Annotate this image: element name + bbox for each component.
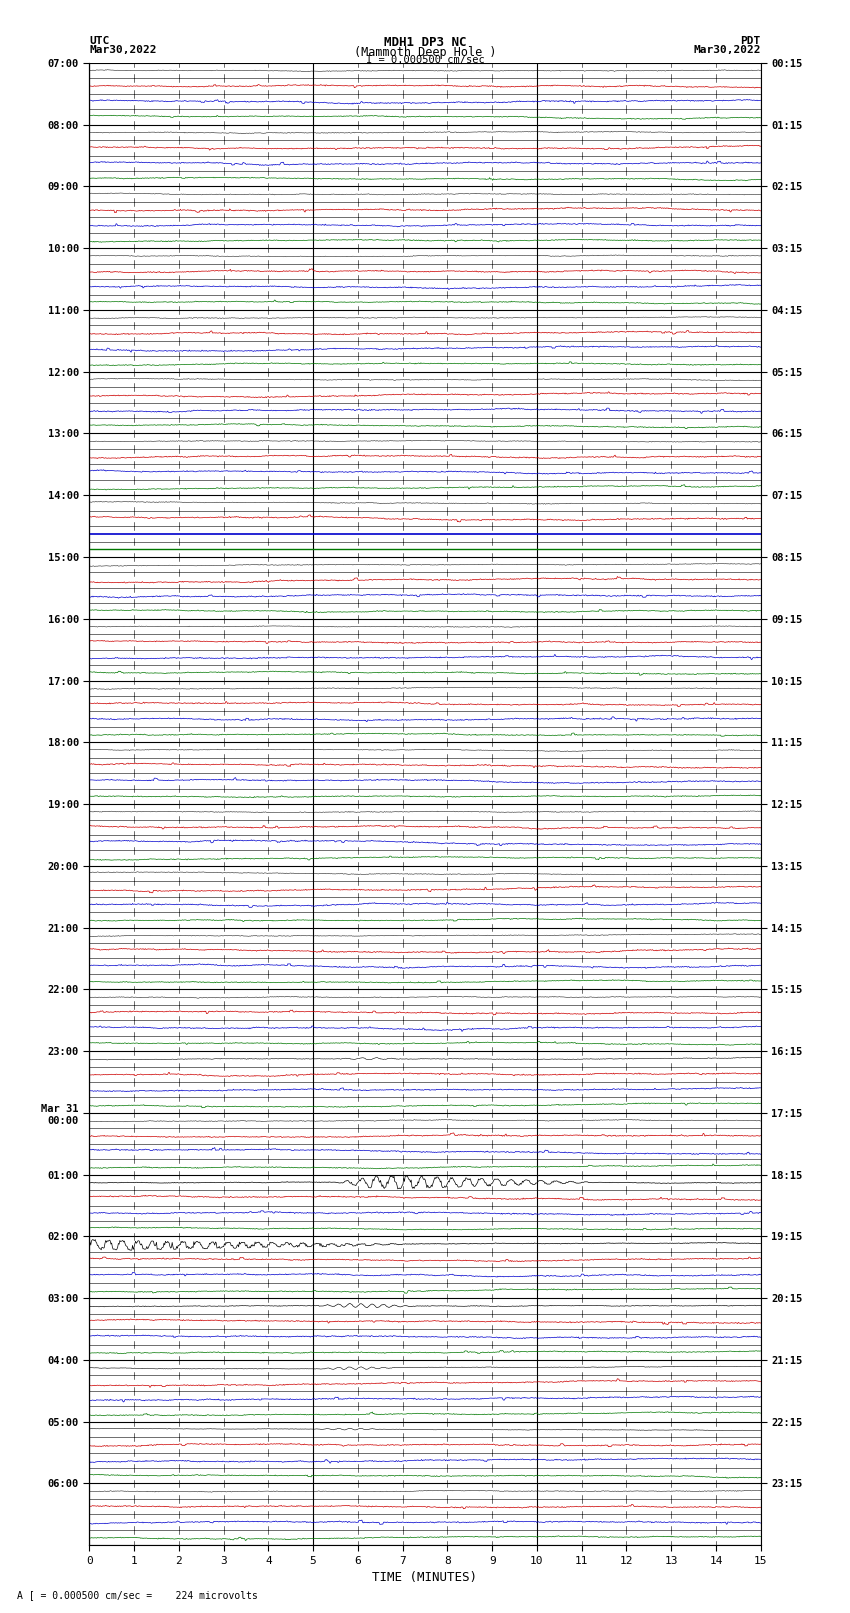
Text: Mar30,2022: Mar30,2022 xyxy=(89,45,156,55)
Text: A [ = 0.000500 cm/sec =    224 microvolts: A [ = 0.000500 cm/sec = 224 microvolts xyxy=(17,1590,258,1600)
Text: UTC: UTC xyxy=(89,37,110,47)
Text: Mar30,2022: Mar30,2022 xyxy=(694,45,761,55)
X-axis label: TIME (MINUTES): TIME (MINUTES) xyxy=(372,1571,478,1584)
Text: (Mammoth Deep Hole ): (Mammoth Deep Hole ) xyxy=(354,45,496,60)
Text: I = 0.000500 cm/sec: I = 0.000500 cm/sec xyxy=(366,55,484,65)
Text: MDH1 DP3 NC: MDH1 DP3 NC xyxy=(383,37,467,50)
Text: PDT: PDT xyxy=(740,37,761,47)
